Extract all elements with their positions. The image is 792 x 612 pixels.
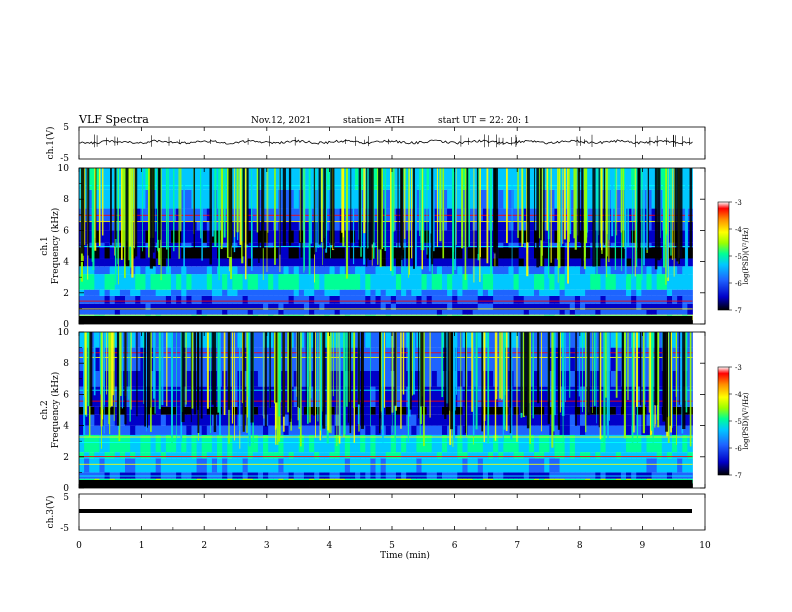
xtick-label: 4	[327, 541, 333, 551]
start-ut-label: start UT = 22: 20: 1	[438, 116, 530, 126]
ch2-spectrogram-yticks: 0 2 4 6 8 10	[58, 328, 705, 494]
ch3-ytick-top: 5	[63, 493, 69, 503]
colorbar-tick-label: -7	[735, 472, 742, 480]
ch1-colorbar-gradient	[717, 201, 730, 311]
ch2-colorbar-ticks: -3 -4 -5 -6 -7	[729, 364, 742, 480]
ytick-label: 8	[63, 195, 69, 205]
ytick-label: 0	[63, 320, 69, 330]
ch3-ytick-bottom: -5	[60, 524, 69, 534]
ch1-colorbar-label: log(PSD)(V²/Hz)	[742, 227, 750, 284]
colorbar-tick-label: -3	[735, 364, 742, 372]
colorbar-tick-label: -6	[735, 280, 742, 288]
colorbar-tick-label: -4	[735, 391, 742, 399]
xtick-label: 1	[139, 541, 145, 551]
ytick-label: 10	[58, 164, 70, 174]
ytick-label: 4	[63, 422, 69, 432]
xtick-label: 3	[264, 541, 270, 551]
date-label: Nov.12, 2021	[251, 116, 311, 126]
ytick-label: 6	[63, 226, 69, 236]
ch2-spectrogram-ylabel-1: ch.2	[40, 400, 50, 419]
ch1-waveform-panel: 5 -5 ch.1(V)	[45, 123, 706, 164]
ch1-ytick-top: 5	[63, 123, 69, 133]
xtick-label: 6	[452, 541, 458, 551]
colorbar-tick-label: -5	[735, 418, 742, 426]
colorbar-tick-label: -5	[735, 253, 742, 261]
ytick-label: 0	[63, 484, 69, 494]
ch2-spectrogram-panel: 0 2 4 6 8 10 ch.2 Frequency (kHz)	[40, 328, 706, 494]
ch1-spectrogram-yticks: 0 2 4 6 8 10	[58, 164, 705, 330]
colorbar-tick-label: -7	[735, 307, 742, 315]
time-axis-label: Time (min)	[380, 550, 430, 561]
time-axis: 0 1 2 3 4 5 6 7 8 9 10	[76, 127, 711, 551]
ch1-spectrogram-image	[79, 168, 705, 324]
ch1-spectrogram-ylabel-1: ch.1	[40, 236, 50, 255]
ch1-waveform-line	[79, 139, 693, 145]
figure-title: VLF Spectra	[78, 113, 149, 126]
ch2-colorbar: -3 -4 -5 -6 -7 log(PSD)(V²/Hz)	[717, 364, 750, 480]
xtick-label: 10	[699, 541, 711, 551]
ytick-label: 10	[58, 328, 70, 338]
xtick-label: 2	[201, 541, 207, 551]
ch1-ytick-bottom: -5	[60, 154, 69, 164]
ch1-spectrogram-ylabel-2: Frequency (kHz)	[50, 208, 61, 285]
station-label: station= ATH	[343, 116, 405, 126]
ytick-label: 8	[63, 359, 69, 369]
ch2-spectrogram-image	[79, 332, 705, 488]
ytick-label: 6	[63, 390, 69, 400]
xtick-label: 7	[514, 541, 520, 551]
ch2-spectrogram-ylabel-2: Frequency (kHz)	[50, 372, 61, 449]
ch1-waveform-spikes	[94, 134, 690, 148]
ch1-waveform-ylabel: ch.1(V)	[45, 127, 56, 160]
ytick-label: 4	[63, 258, 69, 268]
ytick-label: 2	[63, 453, 69, 463]
colorbar-tick-label: -3	[735, 199, 742, 207]
ytick-label: 2	[63, 289, 69, 299]
ch2-colorbar-gradient	[717, 366, 730, 476]
colorbar-tick-label: -4	[735, 226, 742, 234]
ch3-waveform-panel: 5 -5 ch.3(V)	[45, 493, 706, 534]
xtick-label: 8	[577, 541, 583, 551]
ch1-colorbar-ticks: -3 -4 -5 -6 -7	[729, 199, 742, 315]
xtick-label: 9	[640, 541, 646, 551]
ch2-colorbar-label: log(PSD)(V²/Hz)	[742, 392, 750, 449]
xtick-label: 5	[389, 541, 395, 551]
colorbar-tick-label: -6	[735, 445, 742, 453]
ch3-waveform-line	[79, 509, 692, 513]
ch1-colorbar: -3 -4 -5 -6 -7 log(PSD)(V²/Hz)	[717, 199, 750, 315]
ch1-spectrogram-panel: 0 2 4 6 8 10 ch.1 Frequency (kHz)	[40, 164, 706, 330]
xtick-label: 0	[76, 541, 82, 551]
ch3-waveform-ylabel: ch.3(V)	[45, 496, 56, 529]
